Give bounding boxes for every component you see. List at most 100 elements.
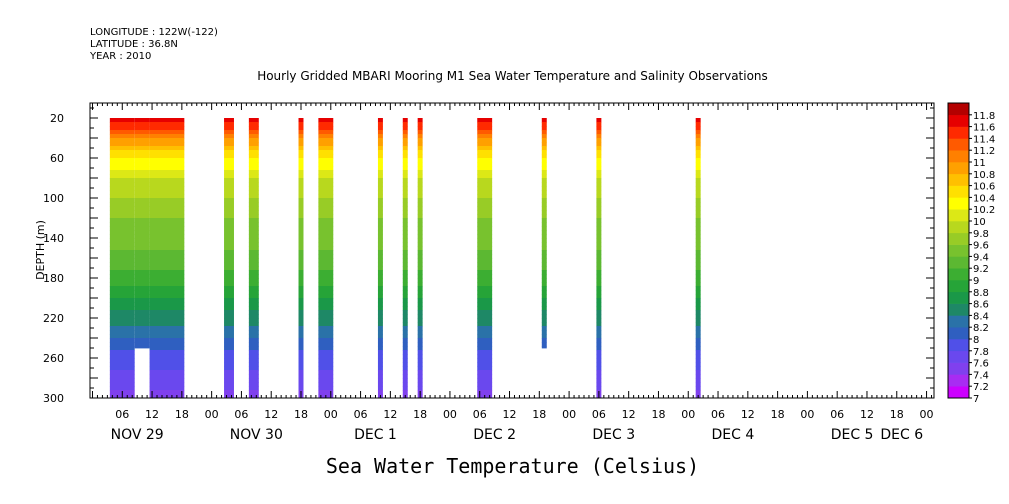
data-cell (318, 170, 334, 175)
data-cell (109, 302, 135, 307)
data-cell (134, 202, 150, 207)
data-cell (402, 122, 408, 127)
data-cell (417, 310, 423, 315)
data-cell (417, 170, 423, 175)
data-cell (134, 226, 150, 231)
data-cell (417, 222, 423, 227)
data-cell (541, 258, 547, 263)
data-cell (541, 270, 547, 275)
data-cell (298, 366, 304, 371)
data-cell (695, 354, 701, 359)
data-cell (377, 214, 383, 219)
data-cell (417, 246, 423, 251)
data-column (541, 118, 547, 349)
data-cell (596, 190, 602, 195)
data-cell (109, 130, 135, 135)
data-cell (109, 374, 135, 379)
x-tick-label: 00 (920, 408, 934, 421)
data-cell (377, 226, 383, 231)
data-cell (377, 334, 383, 339)
data-cell (596, 178, 602, 183)
data-cell (402, 206, 408, 211)
x-tick-label: 00 (205, 408, 219, 421)
data-cell (417, 162, 423, 167)
data-cell (134, 218, 150, 223)
data-cell (695, 150, 701, 155)
data-cell (248, 134, 259, 139)
data-cell (248, 230, 259, 235)
data-cell (318, 342, 334, 347)
data-cell (377, 230, 383, 235)
data-cell (298, 126, 304, 131)
data-cell (541, 266, 547, 271)
data-cell (109, 366, 135, 371)
data-cell (248, 154, 259, 159)
data-cell (109, 122, 135, 127)
data-cell (248, 206, 259, 211)
data-cell (417, 186, 423, 191)
data-cell (318, 206, 334, 211)
data-cell (477, 250, 493, 255)
data-cell (109, 170, 135, 175)
data-cell (596, 362, 602, 367)
colorbar-frame (947, 102, 970, 399)
data-cell (541, 234, 547, 239)
x-tick-label: 12 (264, 408, 278, 421)
data-cell (377, 262, 383, 267)
data-cell (695, 266, 701, 271)
x-tick-label: 00 (800, 408, 814, 421)
data-cell (318, 190, 334, 195)
data-cell (134, 238, 150, 243)
data-cell (149, 270, 185, 275)
data-cell (298, 294, 304, 299)
data-cell (417, 338, 423, 343)
data-cell (134, 206, 150, 211)
data-cell (477, 322, 493, 327)
data-cell (402, 238, 408, 243)
data-cell (109, 330, 135, 335)
data-cell (596, 142, 602, 147)
data-cell (477, 174, 493, 179)
data-cell (477, 190, 493, 195)
data-cell (541, 222, 547, 227)
data-cell (695, 278, 701, 283)
data-cell (596, 282, 602, 287)
data-cell (134, 310, 150, 315)
data-cell (402, 370, 408, 375)
data-cell (318, 202, 334, 207)
data-cell (109, 306, 135, 311)
data-cell (109, 278, 135, 283)
data-cell (477, 206, 493, 211)
data-cell (695, 238, 701, 243)
data-cell (596, 294, 602, 299)
data-cell (402, 386, 408, 391)
data-cell (477, 162, 493, 167)
day-label: DEC 5 (831, 427, 874, 443)
data-cell (224, 290, 234, 295)
data-cell (417, 126, 423, 131)
data-cell (477, 126, 493, 131)
data-cell (109, 230, 135, 235)
data-cell (477, 354, 493, 359)
data-cell (596, 214, 602, 219)
data-cell (695, 390, 701, 395)
data-cell (248, 302, 259, 307)
data-cell (417, 370, 423, 375)
data-cell (134, 250, 150, 255)
data-cell (134, 262, 150, 267)
data-cell (224, 318, 234, 323)
data-cell (248, 142, 259, 147)
data-cell (248, 258, 259, 263)
data-cell (298, 286, 304, 291)
data-cell (377, 242, 383, 247)
data-cell (377, 366, 383, 371)
data-cell (541, 282, 547, 287)
data-cell (248, 358, 259, 363)
x-tick-label: 00 (443, 408, 457, 421)
data-cell (149, 294, 185, 299)
data-cell (248, 198, 259, 203)
data-cell (541, 290, 547, 295)
data-cell (477, 258, 493, 263)
data-cell (109, 318, 135, 323)
data-cell (248, 182, 259, 187)
